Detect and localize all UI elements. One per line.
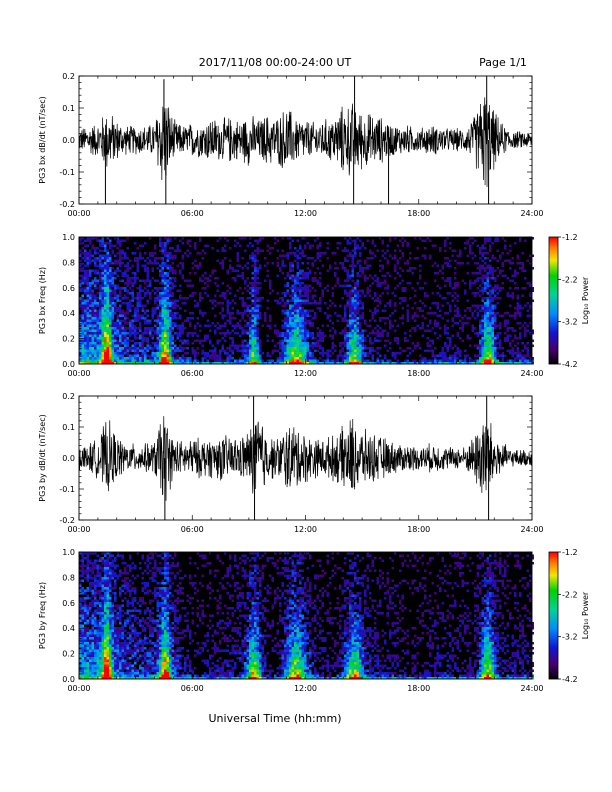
x-axis: 00:00 06:00 12:00 18:00 24:00 <box>67 552 544 693</box>
y-tick-label: 0.6 <box>62 599 75 608</box>
x-tick-label: 00:00 <box>67 369 90 378</box>
x-tick-label: 24:00 <box>520 684 543 693</box>
y-tick-label: 0.2 <box>62 72 75 81</box>
x-axis-label: Universal Time (hh:mm) <box>209 712 342 725</box>
bx-dbdt-panel: 00:00 06:00 12:00 18:00 24:00-0.2-0.10.00.10… <box>38 72 544 218</box>
dbdt-trace <box>78 76 533 204</box>
colorbar-tick-label: -4.2 <box>562 675 578 684</box>
y-tick-label: 0.0 <box>62 360 75 369</box>
by-spectrogram-panel: -1.2 -2.2 -3.2 -4.2 Log₁₀ Power 00:00 06:00 12:… <box>38 548 590 693</box>
y-tick-label: 0.4 <box>62 309 75 318</box>
colorbar-tick-label: -2.2 <box>562 590 578 599</box>
x-axis: 00:00 06:00 12:00 18:00 24:00 <box>67 237 544 378</box>
x-tick-label: 00:00 <box>67 209 90 218</box>
y-tick-label: -0.2 <box>59 516 75 525</box>
x-tick-label: 12:00 <box>294 525 317 534</box>
x-tick-label: 24:00 <box>520 525 543 534</box>
y-tick-label: 0.6 <box>62 284 75 293</box>
x-tick-label: 06:00 <box>181 684 204 693</box>
y-axis: -0.2 -0.1 0.0 0.1 0.2 <box>59 72 532 209</box>
colorbar-tick-label: -4.2 <box>562 360 578 369</box>
spectrogram-cells <box>79 237 534 365</box>
y-tick-label: 0.0 <box>62 675 75 684</box>
colorbar-tick-label: -3.2 <box>562 633 578 642</box>
colorbar-tick-label: -2.2 <box>562 275 578 284</box>
y-tick-label: 1.0 <box>62 233 75 242</box>
y-tick-label: 0.0 <box>62 454 75 463</box>
x-tick-label: 18:00 <box>407 369 430 378</box>
x-tick-label: 12:00 <box>294 369 317 378</box>
x-tick-label: 00:00 <box>67 684 90 693</box>
y-axis-label: PG3 by Freq (Hz) <box>38 582 47 649</box>
x-axis: 00:00 06:00 12:00 18:00 24:00 <box>67 396 544 534</box>
x-axis: 00:00 06:00 12:00 18:00 24:00 <box>67 76 544 218</box>
x-tick-label: 18:00 <box>407 209 430 218</box>
colorbar: -1.2 -2.2 -3.2 -4.2 Log₁₀ Power <box>548 548 590 684</box>
y-axis-label: PG3 by dB/dt (nT/sec) <box>38 414 47 501</box>
y-tick-label: -0.2 <box>59 200 75 209</box>
page-indicator: Page 1/1 <box>479 56 527 69</box>
y-axis-label: PG3 bx dB/dt (nT/sec) <box>38 96 47 183</box>
colorbar-label: Log₁₀ Power <box>581 276 590 324</box>
y-axis: 0.0 0.2 0.4 0.6 0.8 1.0 <box>62 233 532 369</box>
colorbar-label: Log₁₀ Power <box>581 591 590 639</box>
x-tick-label: 18:00 <box>407 525 430 534</box>
y-tick-label: 1.0 <box>62 548 75 557</box>
y-tick-label: 0.2 <box>62 335 75 344</box>
y-tick-label: -0.1 <box>59 485 75 494</box>
colorbar-tick-label: -1.2 <box>562 233 578 242</box>
by-dbdt-panel: 00:00 06:00 12:00 18:00 24:00-0.2-0.10.00.10… <box>38 392 544 534</box>
y-tick-label: 0.8 <box>62 258 75 267</box>
x-tick-label: 24:00 <box>520 369 543 378</box>
bx-spectrogram-panel: -1.2 -2.2 -3.2 -4.2 Log₁₀ Power 00:00 06:00 12:… <box>38 233 590 378</box>
y-tick-label: 0.4 <box>62 624 75 633</box>
y-tick-label: 0.2 <box>62 650 75 659</box>
y-axis: -0.2 -0.1 0.0 0.1 0.2 <box>59 392 532 525</box>
date-range-title: 2017/11/08 00:00-24:00 UT <box>199 56 352 69</box>
x-tick-label: 06:00 <box>181 209 204 218</box>
spectrogram-cells <box>79 552 534 680</box>
x-tick-label: 12:00 <box>294 209 317 218</box>
x-tick-label: 06:00 <box>181 525 204 534</box>
x-tick-label: 00:00 <box>67 525 90 534</box>
y-tick-label: 0.0 <box>62 136 75 145</box>
x-tick-label: 06:00 <box>181 369 204 378</box>
y-tick-label: -0.1 <box>59 168 75 177</box>
colorbar: -1.2 -2.2 -3.2 -4.2 Log₁₀ Power <box>548 233 590 369</box>
y-tick-label: 0.8 <box>62 573 75 582</box>
x-tick-label: 18:00 <box>407 684 430 693</box>
colorbar-tick-label: -3.2 <box>562 318 578 327</box>
x-tick-label: 12:00 <box>294 684 317 693</box>
y-axis: 0.0 0.2 0.4 0.6 0.8 1.0 <box>62 548 532 684</box>
y-tick-label: 0.2 <box>62 392 75 401</box>
y-tick-label: 0.1 <box>62 104 75 113</box>
y-tick-label: 0.1 <box>62 423 75 432</box>
colorbar-tick-label: -1.2 <box>562 548 578 557</box>
dbdt-trace <box>78 396 533 520</box>
x-tick-label: 24:00 <box>520 209 543 218</box>
y-axis-label: PG3 bx Freq (Hz) <box>38 267 47 334</box>
